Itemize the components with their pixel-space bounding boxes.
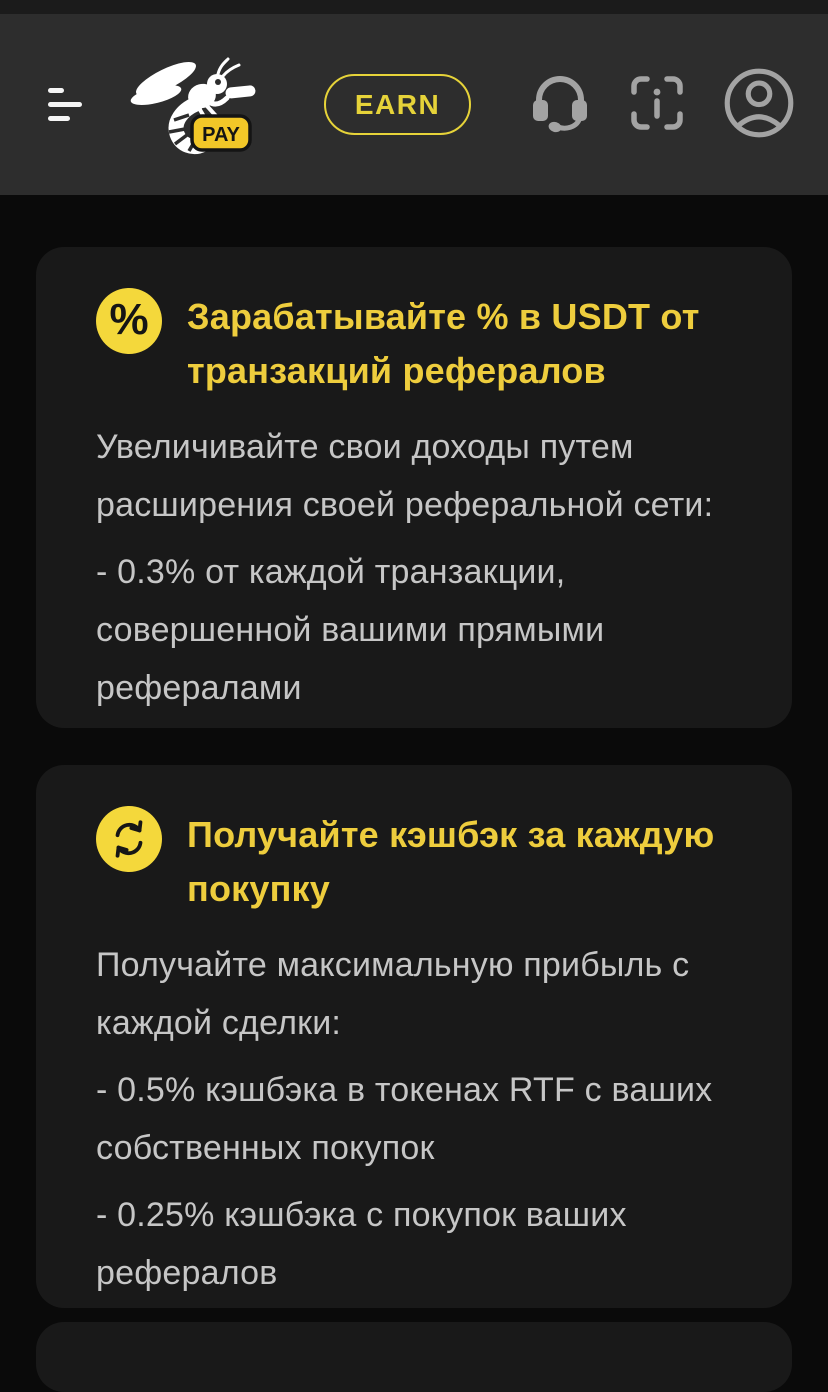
cycle-arrows-icon [96, 806, 162, 872]
percent-glyph: % [109, 295, 149, 344]
next-card-partial [36, 1322, 792, 1392]
referral-usdt-card: % Зарабатывайте % в USDT от транзакций р… [36, 247, 792, 728]
card-title: Получайте кэшбэк за каждую покупку [187, 814, 715, 909]
profile-icon [724, 68, 794, 138]
card-paragraph: - 0.5% кэшбэка в токенах RTF с ваших соб… [96, 1071, 713, 1167]
app-header: PAY EARN [0, 14, 828, 195]
earn-button[interactable]: EARN [324, 74, 471, 135]
menu-button[interactable] [48, 83, 88, 127]
percent-icon: % [96, 288, 162, 354]
page-content: % Зарабатывайте % в USDT от транзакций р… [0, 195, 828, 1392]
card-title: Зарабатывайте % в USDT от транзакций реф… [187, 296, 700, 391]
scan-button[interactable] [625, 71, 689, 138]
card-paragraph: Получайте максимальную прибыль с каждой … [96, 946, 690, 1042]
earn-button-label: EARN [354, 88, 441, 120]
status-bar-strip [0, 0, 828, 14]
header-actions [524, 62, 800, 147]
card-paragraph: - 0.3% от каждой транзакции, совершенной… [96, 553, 605, 707]
scan-info-icon [631, 76, 683, 130]
app-logo[interactable]: PAY [130, 54, 258, 156]
card-paragraph: Увеличивайте свои доходы путем расширени… [96, 428, 714, 524]
cashback-card: Получайте кэшбэк за каждую покупку Получ… [36, 765, 792, 1308]
profile-button[interactable] [718, 62, 800, 147]
pay-badge: PAY [190, 113, 252, 152]
wasp-logo-icon: PAY [130, 57, 256, 154]
support-button[interactable] [524, 67, 596, 142]
card-paragraph: - 0.25% кэшбэка с покупок ваших реферало… [96, 1196, 627, 1292]
logo-pay-badge-label: PAY [202, 124, 240, 146]
headset-icon [533, 76, 587, 133]
